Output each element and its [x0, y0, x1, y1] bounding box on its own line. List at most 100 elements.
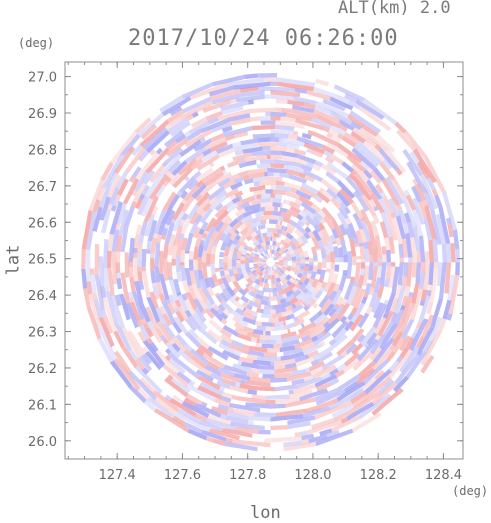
echo-cell	[269, 296, 277, 301]
echo-cell	[219, 252, 224, 258]
echo-cell	[271, 82, 277, 86]
y-tick-label: 26.2	[28, 362, 57, 377]
echo-cell	[281, 108, 292, 113]
x-tick-label: 128.0	[294, 468, 331, 483]
y-tick-label: 26.8	[28, 143, 57, 158]
echo-cell	[265, 189, 273, 193]
y-tick-label: 26.7	[28, 180, 57, 195]
echo-cell	[81, 249, 86, 269]
echo-cell	[266, 327, 273, 331]
echo-cell	[271, 335, 282, 340]
echo-cell	[257, 356, 278, 361]
echo-cell	[276, 339, 282, 344]
echo-cell	[378, 258, 382, 262]
echo-cell	[390, 249, 395, 254]
echo-cell	[95, 244, 100, 275]
echo-cell	[255, 369, 259, 374]
echo-cell	[129, 262, 133, 267]
echo-cell	[267, 348, 280, 353]
echo-cell	[223, 256, 228, 263]
echo-cell	[276, 181, 285, 186]
echo-cell	[146, 241, 151, 250]
x-tick-label: 127.4	[99, 468, 136, 483]
echo-cell	[249, 262, 253, 263]
echo-cell	[269, 275, 272, 279]
echo-cell	[258, 142, 279, 147]
echo-cell	[271, 116, 281, 121]
echo-cell	[241, 264, 246, 270]
echo-cell	[150, 258, 155, 271]
echo-cell	[215, 268, 220, 272]
echo-cell	[142, 267, 147, 272]
echo-cell	[271, 309, 276, 314]
echo-cell	[257, 73, 277, 78]
echo-cell	[206, 264, 210, 266]
echo-cell	[271, 150, 283, 155]
echo-cell	[296, 261, 300, 262]
echo-cell	[271, 237, 273, 241]
y-tick-label: 26.5	[28, 253, 57, 268]
y-tick-label: 26.6	[28, 216, 57, 231]
echo-cell	[408, 257, 412, 262]
echo-cell	[322, 258, 326, 262]
echo-cell	[297, 310, 310, 321]
echo-cell	[245, 262, 250, 267]
echo-cell	[260, 202, 273, 207]
echo-cell	[262, 322, 273, 327]
echo-cell	[257, 163, 271, 168]
echo-cell	[374, 262, 378, 266]
echo-cell	[309, 262, 313, 265]
echo-cell	[276, 108, 282, 113]
echo-cell	[125, 252, 130, 278]
echo-cell	[193, 260, 198, 271]
echo-cell	[273, 202, 282, 207]
echo-cell	[270, 245, 271, 249]
echo-cell	[259, 369, 275, 374]
echo-cell	[331, 262, 336, 269]
x-tick-label: 128.2	[360, 468, 397, 483]
echo-cell	[455, 262, 460, 275]
echo-cell	[382, 254, 387, 262]
echo-cell	[272, 237, 277, 242]
echo-cell	[264, 172, 267, 176]
y-tick-label: 26.9	[28, 107, 57, 122]
y-tick-label: 27.0	[28, 71, 57, 86]
echo-cell	[198, 257, 203, 270]
echo-cell	[265, 112, 270, 116]
echo-cell	[163, 244, 169, 259]
echo-cell	[268, 301, 271, 305]
echo-cell	[251, 338, 257, 343]
echo-cell	[265, 207, 275, 212]
echo-cell	[271, 361, 275, 365]
echo-cell	[386, 250, 391, 263]
echo-cell	[267, 172, 273, 176]
echo-cell	[292, 262, 297, 267]
x-tick-label: 128.4	[425, 468, 462, 483]
echo-cell	[271, 155, 282, 160]
echo-cell	[271, 138, 280, 143]
echo-cell	[142, 249, 147, 267]
echo-cell	[314, 261, 318, 263]
echo-cell	[210, 254, 215, 265]
echo-cell	[272, 305, 274, 309]
echo-cell	[206, 253, 211, 264]
echo-cell	[335, 265, 340, 272]
echo-cell	[387, 262, 391, 266]
echo-cell	[279, 259, 284, 262]
echo-cell	[129, 267, 134, 277]
echo-cell	[268, 318, 279, 323]
echo-cell	[293, 131, 298, 136]
echo-cell	[236, 263, 241, 268]
echo-cell	[265, 331, 270, 336]
echo-cell	[317, 262, 322, 269]
echo-cell	[263, 296, 270, 301]
echo-cell	[273, 198, 282, 203]
echo-cell	[369, 255, 374, 262]
echo-cell	[244, 73, 257, 79]
echo-cell	[361, 259, 365, 262]
echo-cell	[266, 400, 276, 404]
echo-cell	[286, 322, 296, 329]
echo-cell	[326, 254, 331, 262]
echo-cell	[313, 267, 318, 272]
